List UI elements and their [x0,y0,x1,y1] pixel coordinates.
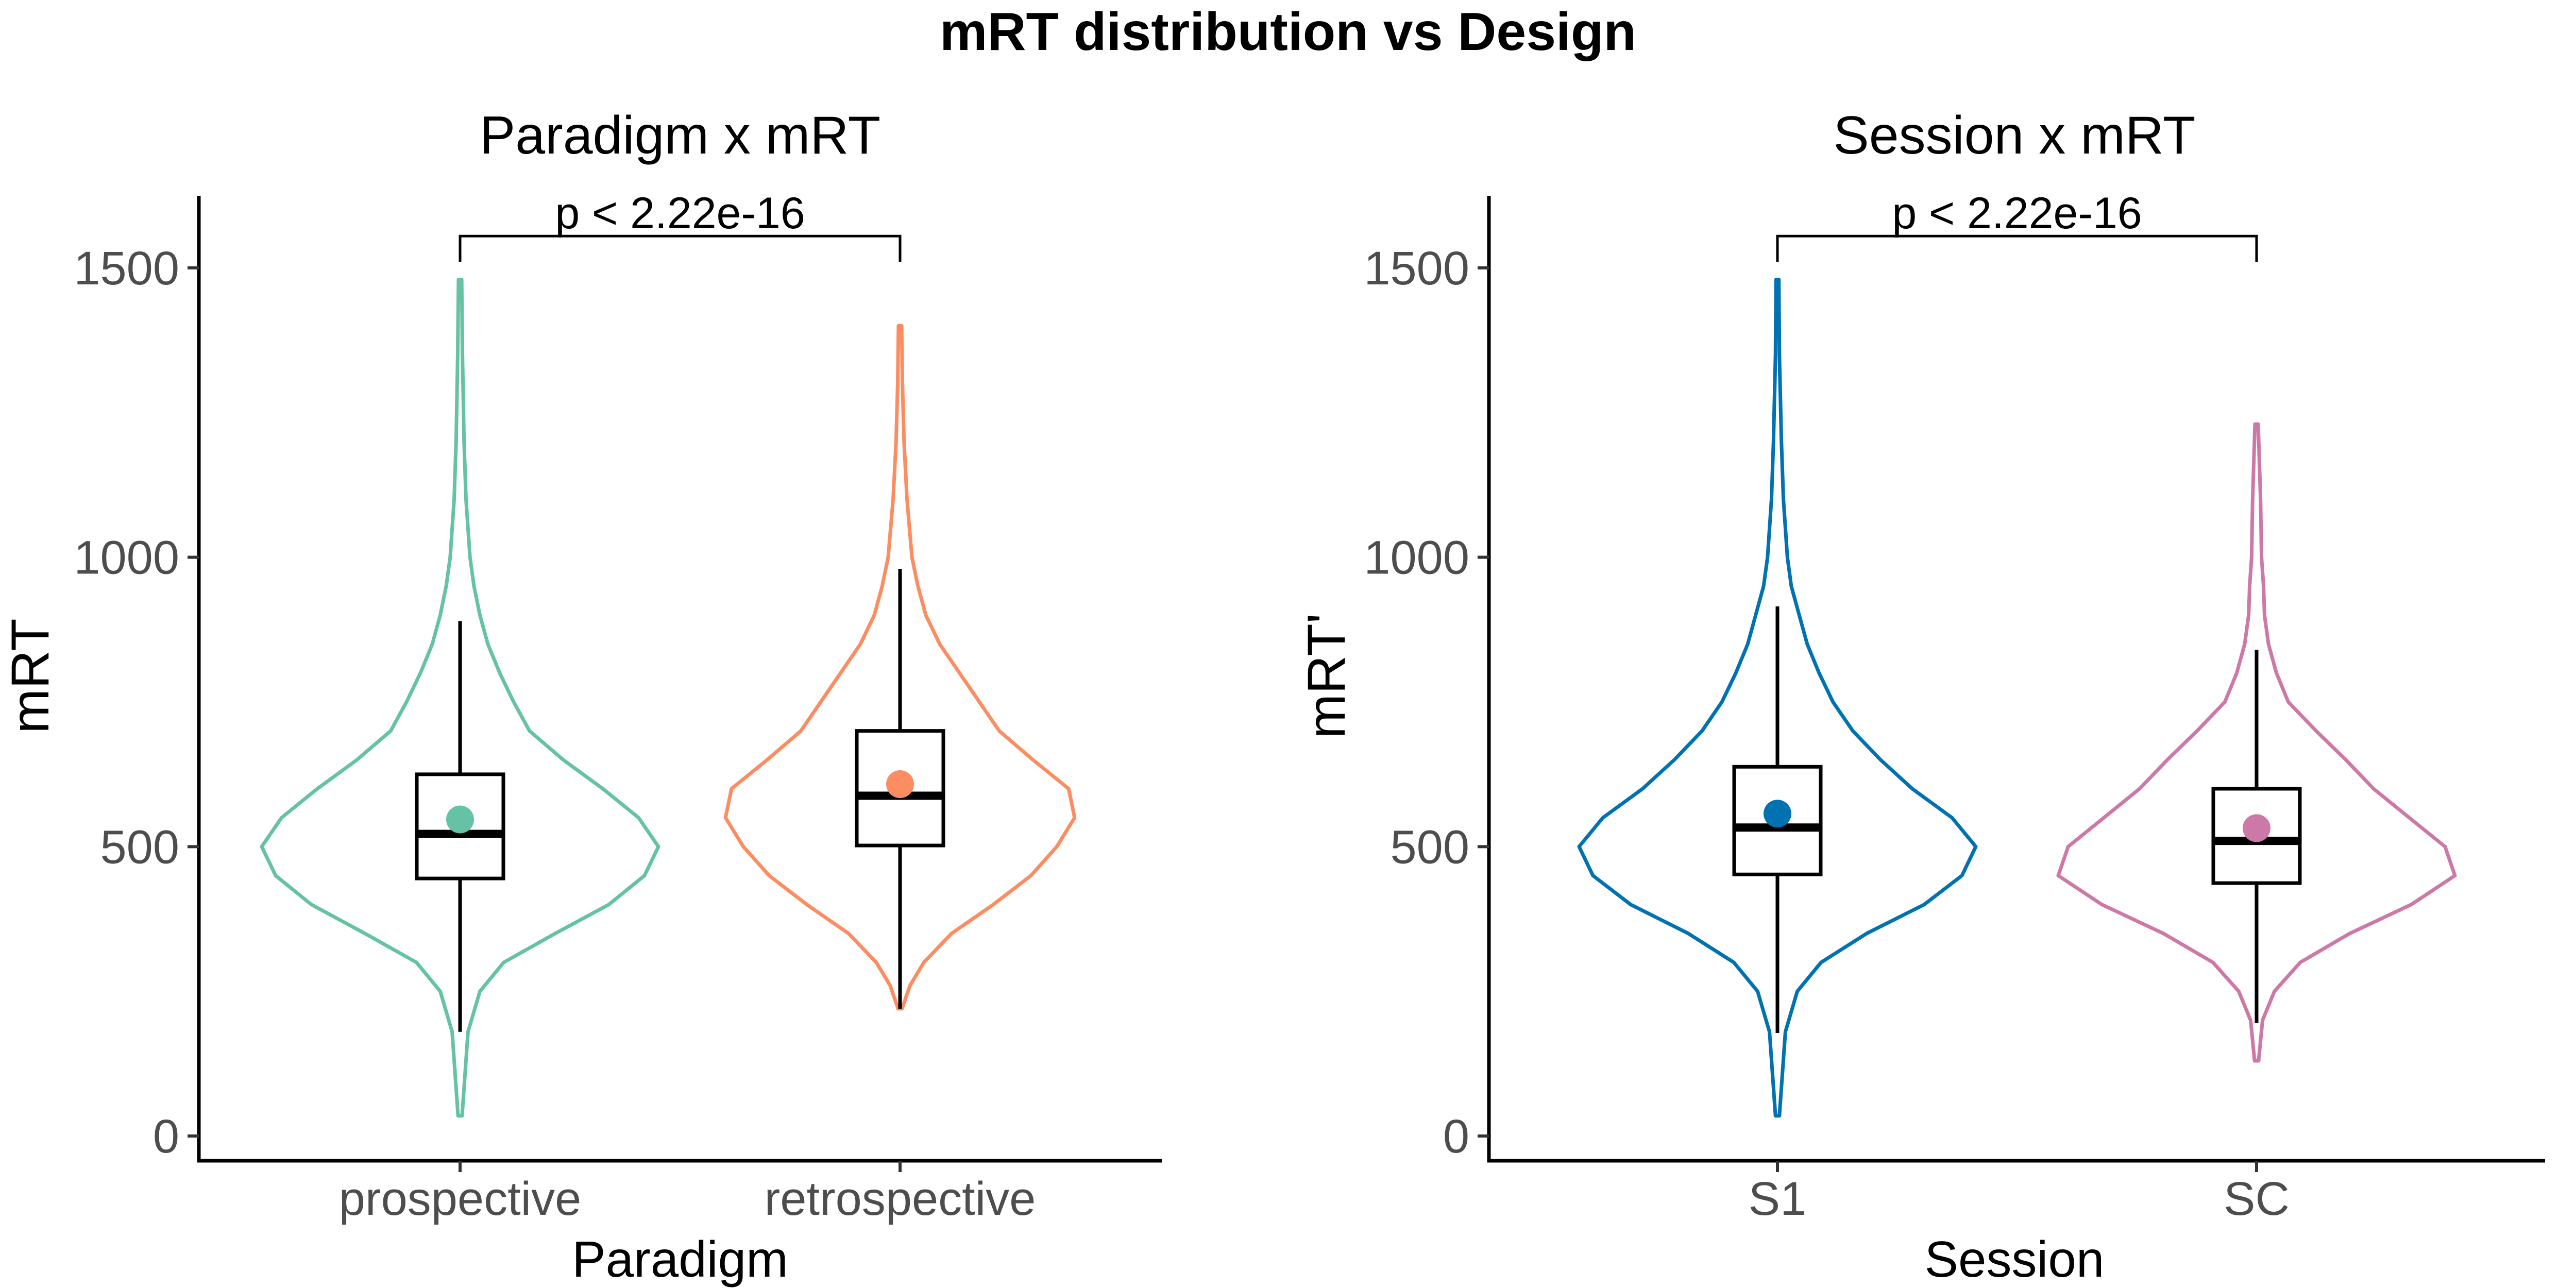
y-tick-label: 1000 [74,532,179,584]
panel-title: Paradigm x mRT [480,106,880,165]
significance-bracket [1776,234,2258,262]
x-axis-label: Session [1925,1231,2105,1287]
x-tick-label: SC [2224,1173,2290,1225]
y-tick-label: 500 [100,821,180,873]
mean-point [1764,800,1791,828]
x-tick-label: prospective [339,1173,581,1225]
panel-paradigm: Paradigm x mRT 0 500 1000 1500 mRT prospective… [1,106,1162,1287]
y-tick-label: 0 [153,1110,179,1163]
y-tick-label: 500 [1391,821,1470,873]
mean-point [886,770,914,799]
y-tick-label: 1500 [74,242,179,295]
y-tick-label: 1500 [1364,242,1469,295]
mean-point [2243,814,2270,842]
violin-outline [260,278,660,1118]
p-value-label: p < 2.22e-16 [555,189,805,238]
significance-bracket [459,234,902,262]
violin-outline [2056,422,2457,1063]
violin-outline [723,324,1077,1011]
y-axis-label: mRT' [1297,613,1357,738]
x-tick-label: S1 [1749,1173,1807,1225]
y-axis-label: mRT [1,618,60,733]
violin-outline [1577,278,1978,1118]
mean-point [446,805,474,834]
x-axis-label: Paradigm [572,1231,788,1287]
y-tick-label: 0 [1443,1110,1469,1163]
panel-session: Session x mRT 0 500 1000 1500 mRT' S1 SC Session… [1297,106,2545,1287]
panel-title: Session x mRT [1833,106,2195,165]
figure-title: mRT distribution vs Design [940,2,1636,62]
y-tick-label: 1000 [1364,532,1469,584]
x-tick-label: retrospective [765,1173,1036,1225]
p-value-label: p < 2.22e-16 [1892,189,2142,238]
